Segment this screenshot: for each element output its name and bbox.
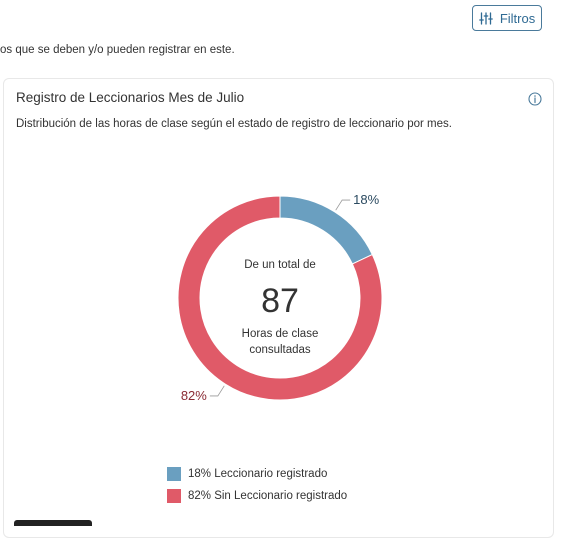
legend-label-registered: 18% Leccionario registrado <box>188 468 328 480</box>
donut-chart: 18% 82% De un total de 87 Horas de clase cons… <box>177 192 383 403</box>
info-icon[interactable] <box>528 92 542 111</box>
data-label-0: 18% <box>353 192 379 207</box>
card-title: Registro de Leccionarios Mes de Julio <box>16 90 245 105</box>
data-label-1: 82% <box>181 388 207 403</box>
center-total-value: 87 <box>261 282 299 320</box>
filters-button[interactable]: Filtros <box>472 5 542 31</box>
legend-swatch-unregistered <box>167 489 181 503</box>
chart-card: Registro de Leccionarios Mes de Julio Di… <box>3 78 554 538</box>
donut-slice-1[interactable] <box>177 195 383 401</box>
card-description: Distribución de las horas de clase según… <box>16 118 452 130</box>
filters-label: Filtros <box>499 10 536 26</box>
bottom-button-edge <box>14 520 92 526</box>
leader-line-1 <box>209 385 225 397</box>
chart-legend: 18% Leccionario registrado 82% Sin Lecci… <box>167 463 347 507</box>
legend-item-unregistered[interactable]: 82% Sin Leccionario registrado <box>167 485 347 507</box>
center-bottom-label-2: consultadas <box>249 344 311 356</box>
legend-item-registered[interactable]: 18% Leccionario registrado <box>167 463 347 485</box>
center-top-label: De un total de <box>244 259 316 271</box>
sliders-icon <box>478 11 493 25</box>
leader-line-0 <box>335 199 351 211</box>
legend-swatch-registered <box>167 467 181 481</box>
intro-text: os que se deben y/o pueden registrar en … <box>0 44 235 56</box>
legend-label-unregistered: 82% Sin Leccionario registrado <box>188 490 348 502</box>
center-bottom-label-1: Horas de clase <box>242 328 319 340</box>
